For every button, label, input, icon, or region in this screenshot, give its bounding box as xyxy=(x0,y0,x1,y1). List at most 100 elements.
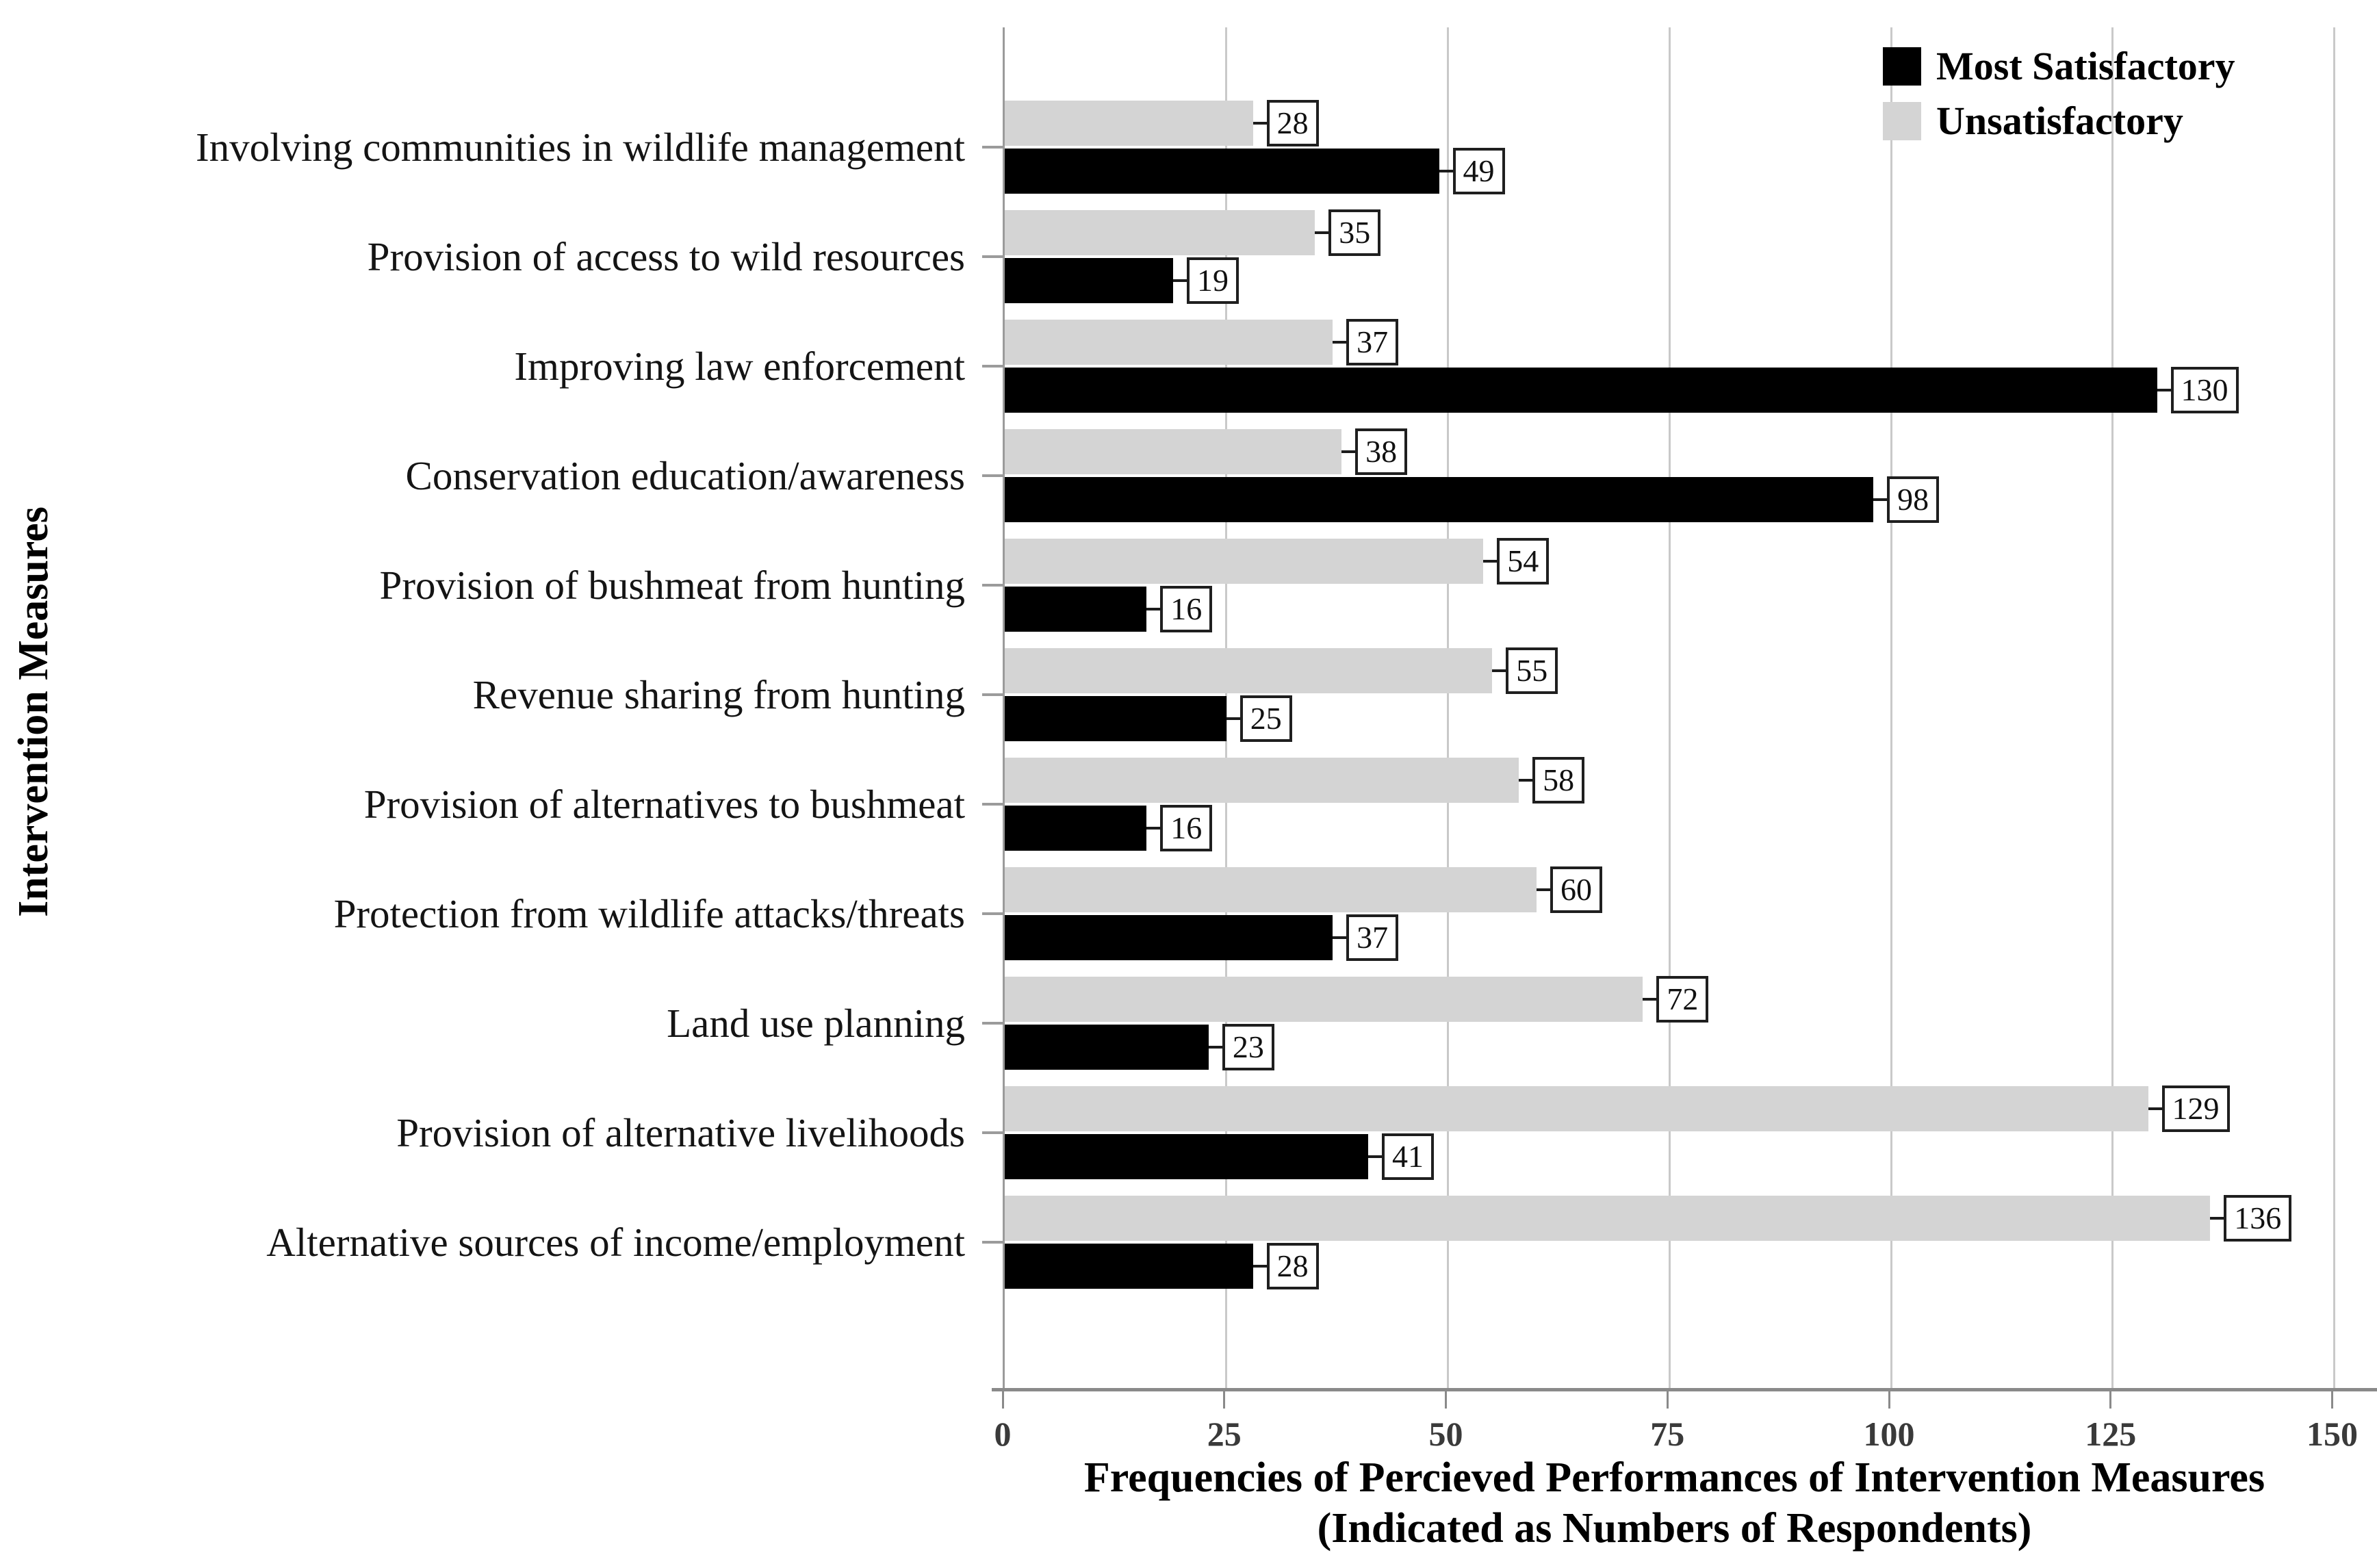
value-connector xyxy=(2210,1217,2224,1220)
value-connector xyxy=(1643,998,1657,1001)
x-tick-mark-150 xyxy=(2331,1391,2333,1409)
bar-most-satisfactory xyxy=(1005,1244,1253,1289)
legend: Most Satisfactory Unsatisfactory xyxy=(1883,47,2235,141)
bar-most-satisfactory xyxy=(1005,477,1874,522)
bar-row: 58 xyxy=(1005,756,2374,804)
category-group: 54 16 xyxy=(982,530,2374,640)
bar-row: 25 xyxy=(1005,695,2374,743)
value-label: 37 xyxy=(1346,914,1399,962)
value-connector xyxy=(1252,122,1267,125)
category-label: Provision of access to wild resources xyxy=(367,233,965,279)
gridline-x-125 xyxy=(2111,27,2114,1388)
value-connector xyxy=(1226,717,1240,720)
category-label: Revenue sharing from hunting xyxy=(472,671,965,717)
category-group: 58 16 xyxy=(982,749,2374,859)
value-label: 16 xyxy=(1160,585,1213,633)
y-axis-tick xyxy=(982,584,1003,587)
value-label: 60 xyxy=(1550,866,1602,914)
bar-most-satisfactory xyxy=(1005,149,1439,194)
value-label: 23 xyxy=(1222,1023,1274,1071)
category-group: 28 49 xyxy=(982,92,2374,202)
y-axis-tick xyxy=(982,1241,1003,1244)
bar-most-satisfactory xyxy=(1005,258,1174,303)
x-tick-label-150: 150 xyxy=(2307,1415,2358,1453)
value-label: 72 xyxy=(1656,975,1709,1023)
value-label: 28 xyxy=(1266,99,1319,147)
value-label: 58 xyxy=(1532,756,1585,804)
value-label: 37 xyxy=(1346,318,1399,366)
x-tick-label-100: 100 xyxy=(1863,1415,1915,1453)
gridline-x-75 xyxy=(1668,27,1671,1388)
category-label: Provision of bushmeat from hunting xyxy=(379,562,965,608)
value-label: 98 xyxy=(1887,476,1940,524)
value-label: 130 xyxy=(2170,366,2239,414)
x-tick-mark-50 xyxy=(1445,1391,1447,1409)
category-label: Land use planning xyxy=(667,1000,965,1046)
value-connector xyxy=(1483,560,1498,563)
bar-most-satisfactory xyxy=(1005,368,2157,413)
value-label: 25 xyxy=(1239,695,1292,743)
legend-label-most-satisfactory: Most Satisfactory xyxy=(1936,44,2235,88)
category-group: 35 19 xyxy=(982,202,2374,311)
x-axis-title-line1: Frequencies of Percieved Performances of… xyxy=(1083,1454,2265,1501)
value-label: 55 xyxy=(1506,647,1558,695)
y-axis-tick xyxy=(982,365,1003,368)
x-tick-mark-75 xyxy=(1666,1391,1669,1409)
bar-unsatisfactory xyxy=(1005,539,1484,584)
value-connector xyxy=(1439,170,1453,172)
bar-unsatisfactory xyxy=(1005,1086,2148,1131)
legend-label-unsatisfactory: Unsatisfactory xyxy=(1936,99,2183,143)
plot-area: 28 49 35 19 37 130 38 98 54 16 55 25 58 16 60 37 72 23 129… xyxy=(982,27,2374,1388)
gridline-x-150 xyxy=(2333,27,2335,1388)
x-tick-label-125: 125 xyxy=(2085,1415,2137,1453)
legend-item-unsatisfactory: Unsatisfactory xyxy=(1883,101,2235,141)
x-axis-line xyxy=(992,1388,2377,1391)
bar-unsatisfactory xyxy=(1005,1196,2211,1241)
bar-most-satisfactory xyxy=(1005,806,1147,851)
value-connector xyxy=(2148,1107,2162,1110)
value-connector xyxy=(1492,669,1506,672)
y-axis-tick xyxy=(982,803,1003,806)
bar-most-satisfactory xyxy=(1005,587,1147,632)
value-connector xyxy=(1146,608,1161,611)
y-axis-tick xyxy=(982,474,1003,477)
value-connector xyxy=(2157,389,2171,391)
category-label: Protection from wildlife attacks/threats xyxy=(333,890,965,936)
category-label: Alternative sources of income/employment xyxy=(266,1219,965,1265)
legend-swatch-unsatisfactory-icon xyxy=(1883,102,1921,140)
value-label: 19 xyxy=(1187,257,1239,305)
value-connector xyxy=(1367,1155,1382,1158)
value-label: 41 xyxy=(1381,1133,1434,1181)
value-label: 129 xyxy=(2161,1085,2230,1133)
bar-unsatisfactory xyxy=(1005,977,1643,1022)
gridline-x-25 xyxy=(1225,27,1228,1388)
x-tick-label-25: 25 xyxy=(1207,1415,1242,1453)
category-group: 55 25 xyxy=(982,640,2374,749)
x-tick-mark-100 xyxy=(1888,1391,1890,1409)
x-tick-mark-0 xyxy=(1001,1391,1004,1409)
bar-row: 41 xyxy=(1005,1133,2374,1181)
bar-row: 60 xyxy=(1005,866,2374,914)
bar-most-satisfactory xyxy=(1005,696,1226,741)
value-connector xyxy=(1333,936,1347,939)
y-axis-tick xyxy=(982,912,1003,915)
bar-row: 28 xyxy=(1005,1242,2374,1290)
y-axis-tick xyxy=(982,693,1003,696)
category-group: 37 130 xyxy=(982,311,2374,421)
value-label: 28 xyxy=(1266,1242,1319,1290)
x-tick-mark-125 xyxy=(2109,1391,2112,1409)
gridline-x-100 xyxy=(1890,27,1892,1388)
bar-row: 19 xyxy=(1005,257,2374,305)
value-label: 38 xyxy=(1355,428,1408,476)
category-group: 136 28 xyxy=(982,1187,2374,1297)
value-label: 35 xyxy=(1328,209,1381,257)
category-label: Improving law enforcement xyxy=(514,343,965,389)
value-connector xyxy=(1173,279,1187,282)
value-label: 54 xyxy=(1497,537,1550,585)
bar-row: 49 xyxy=(1005,147,2374,195)
bar-row: 16 xyxy=(1005,804,2374,852)
bar-row: 23 xyxy=(1005,1023,2374,1071)
y-axis-tick xyxy=(982,1022,1003,1025)
gridline-x-50 xyxy=(1447,27,1449,1388)
